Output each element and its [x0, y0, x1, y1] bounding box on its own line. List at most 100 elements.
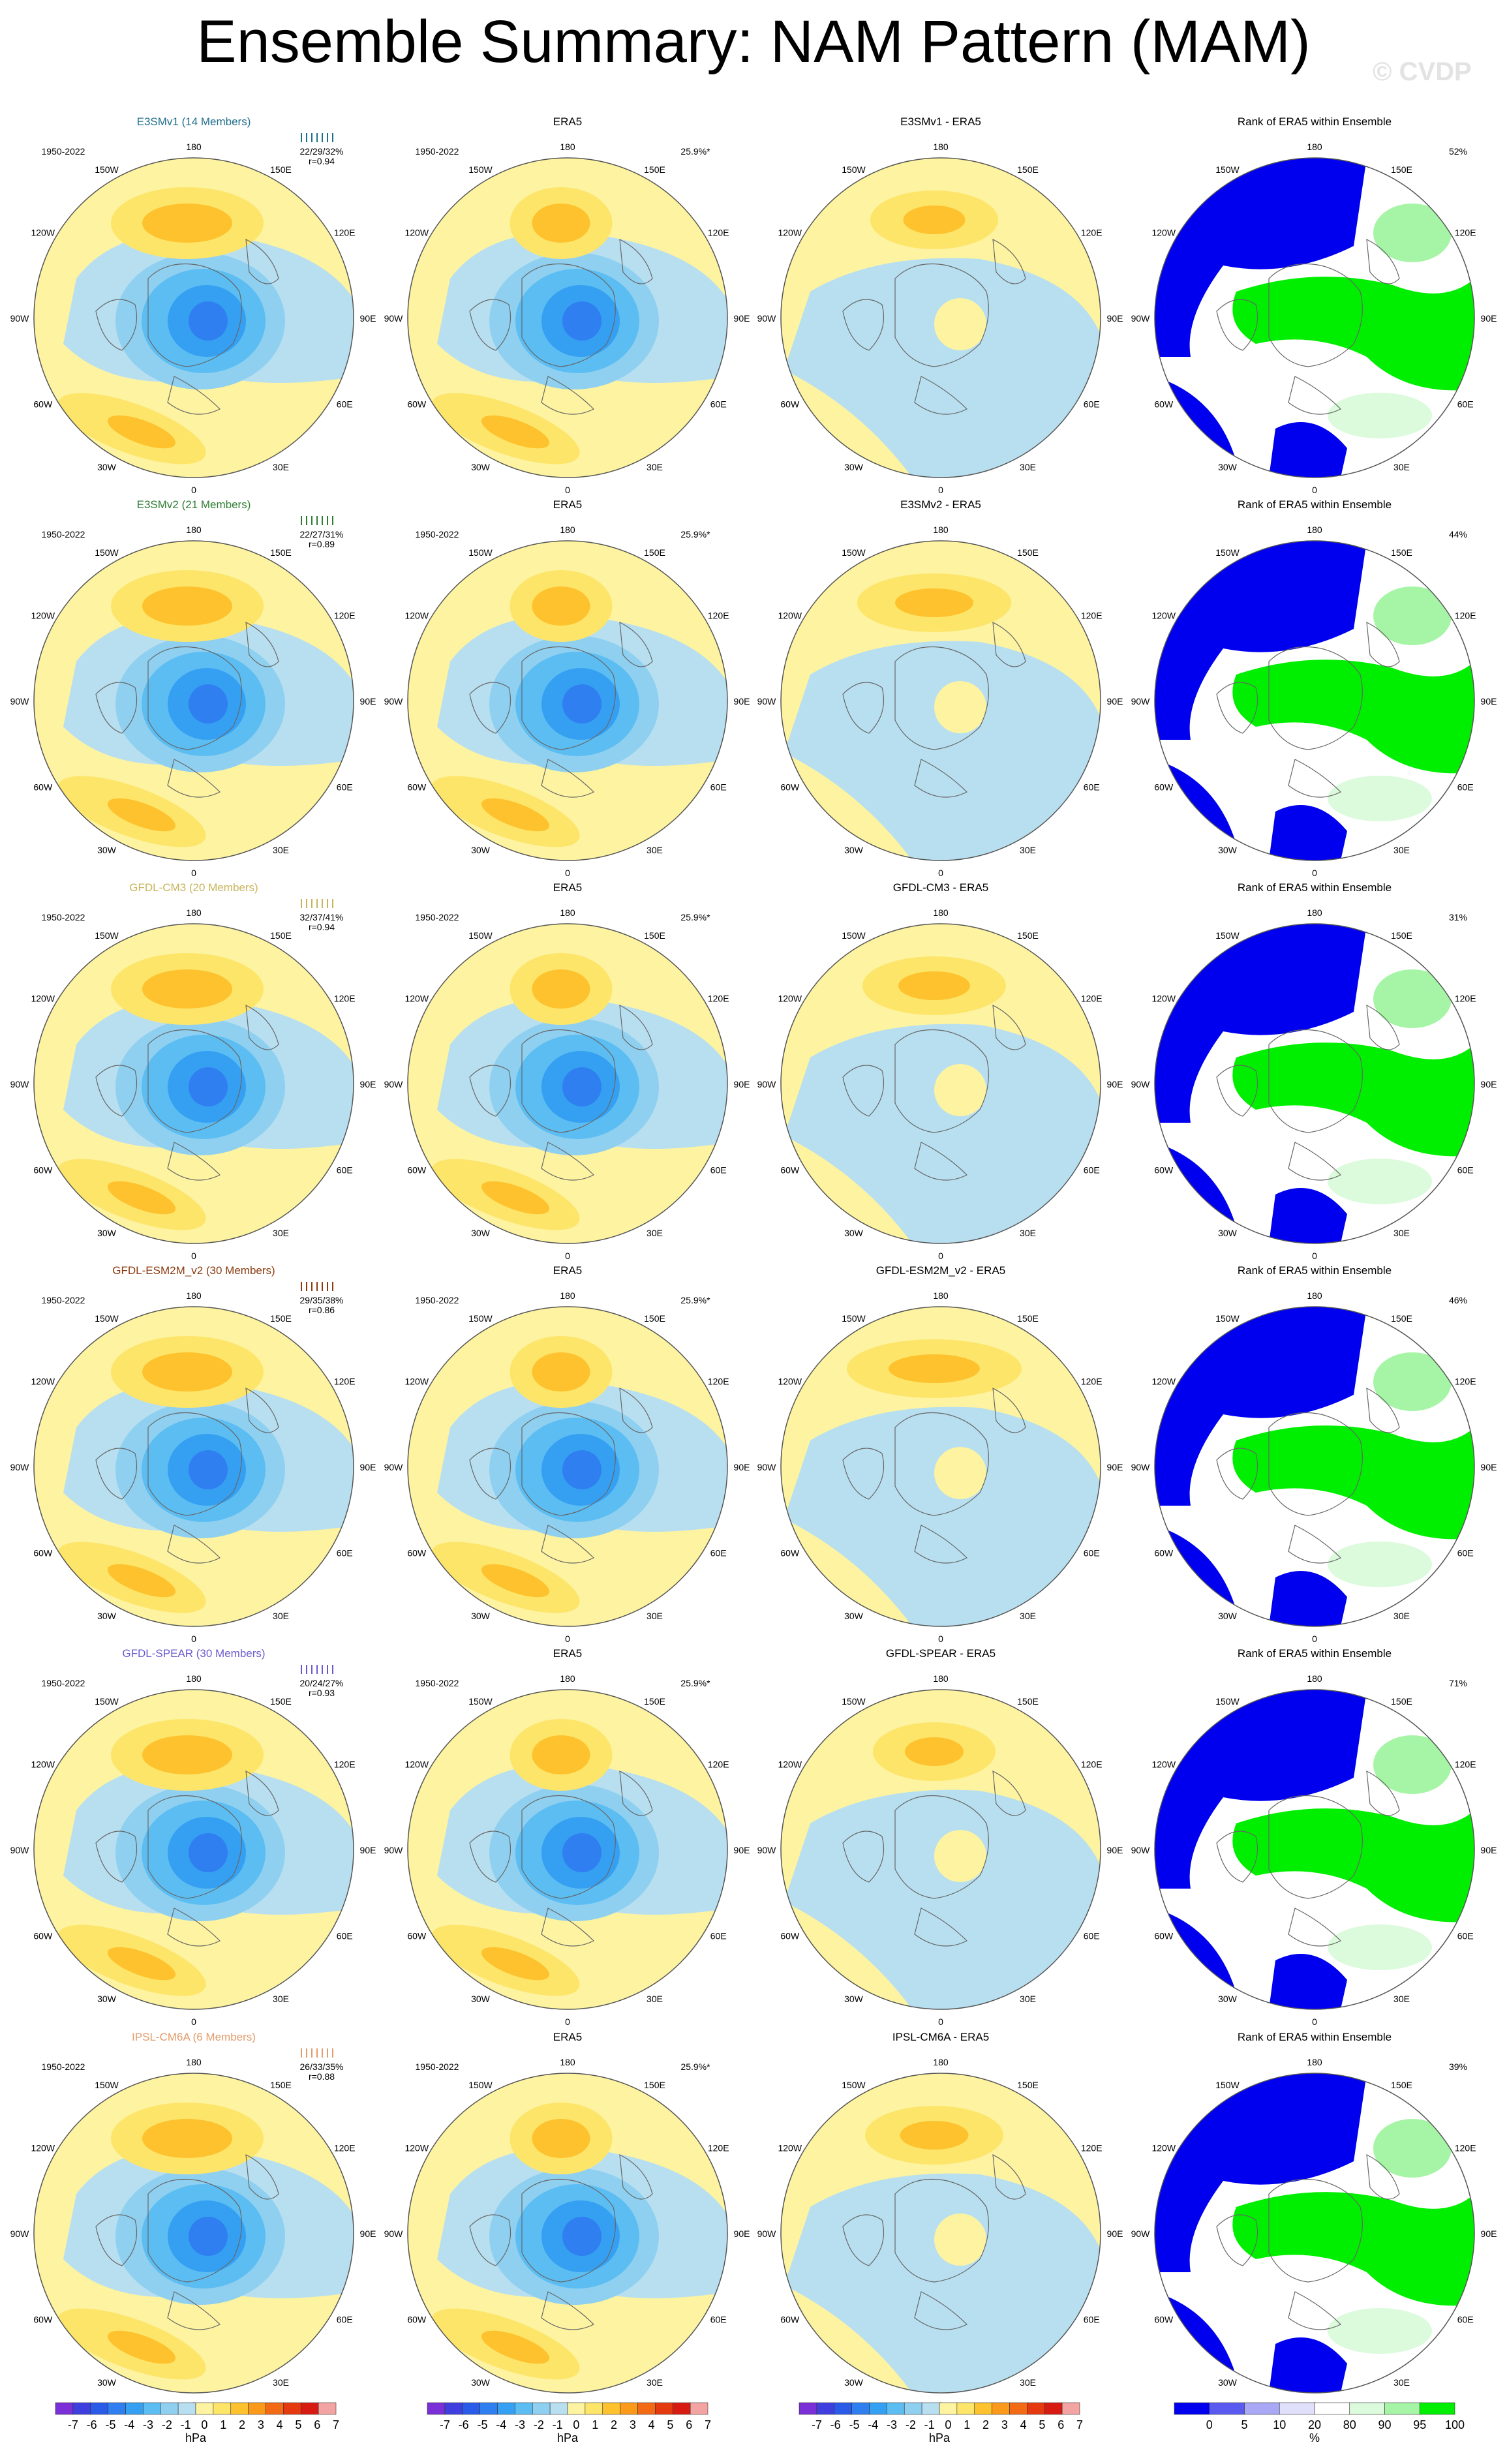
pos-region-2 — [905, 1737, 964, 1766]
lon-label: 150E — [1017, 1313, 1039, 1324]
coastline — [469, 299, 511, 351]
lon-label: 120W — [778, 994, 802, 1004]
hpa-colorbar-2-cell — [620, 2402, 638, 2415]
lon-label: 60E — [337, 2315, 353, 2325]
rank-high-1 — [1232, 1808, 1474, 1923]
lon-label: 120W — [404, 611, 429, 621]
obs-title: ERA5 — [553, 115, 582, 128]
hpa-colorbar-2-tick: 3 — [630, 2418, 636, 2431]
lon-label: 60E — [337, 1548, 353, 1559]
rank-high-3 — [1328, 1159, 1432, 1204]
lon-label: 120E — [708, 994, 729, 1004]
rank-high-3 — [1328, 393, 1432, 438]
map-fill — [34, 541, 354, 860]
coastline — [1366, 1770, 1400, 1816]
coastline — [521, 1029, 616, 1133]
rank-colorbar-cell — [1314, 2402, 1350, 2415]
coastline — [245, 621, 279, 667]
coastline — [842, 2214, 885, 2266]
lon-label: 180 — [933, 907, 949, 918]
lon-label: 150W — [842, 547, 866, 558]
lon-label: 180 — [186, 1290, 202, 1301]
model-title: E3SMv2 (21 Members) — [137, 498, 251, 511]
map-fill — [408, 158, 727, 478]
lon-label: 150W — [842, 930, 866, 941]
lon-label: 120E — [334, 994, 356, 1004]
lon-label: 150W — [468, 930, 493, 941]
coastline — [541, 1525, 595, 1564]
lon-label: 60E — [1457, 2315, 1474, 2325]
lon-label: 30E — [1020, 462, 1036, 472]
lon-label: 150W — [95, 164, 119, 175]
lon-label: 150W — [468, 1696, 493, 1707]
coastline — [1288, 1908, 1342, 1947]
lon-label: 120E — [1081, 2143, 1103, 2153]
lon-label: 60W — [1154, 1931, 1174, 1941]
hpa-colorbar-3-cell — [834, 2402, 852, 2415]
pos-contour-4 — [107, 415, 176, 449]
lon-label: 30W — [471, 2377, 491, 2388]
coastline — [521, 1795, 616, 1899]
pct-variance-stats: 20/24/27% — [300, 1678, 344, 1688]
lon-label: 60W — [33, 1165, 53, 1176]
coastline — [842, 1448, 885, 1500]
coastline — [992, 1004, 1026, 1050]
period-label: 1950-2022 — [42, 912, 85, 922]
lon-label: 90W — [10, 2228, 30, 2239]
pct-variance-stats: 26/33/35% — [300, 2061, 344, 2072]
cvdp-watermark: © CVDP — [1373, 57, 1472, 86]
rank-title: Rank of ERA5 within Ensemble — [1238, 1647, 1392, 1660]
hpa-colorbar-2-tick: -1 — [553, 2418, 563, 2431]
lon-label: 150E — [270, 1313, 292, 1324]
lon-label: 120E — [1455, 1376, 1476, 1387]
lon-label: 60E — [1084, 1165, 1100, 1176]
lon-label: 30E — [1393, 1611, 1410, 1621]
hpa-colorbar-2-cell — [427, 2402, 446, 2415]
lon-label: 60E — [1457, 782, 1474, 793]
hpa-colorbar-2-cell — [444, 2402, 463, 2415]
lon-label: 0 — [1312, 2016, 1317, 2027]
lon-label: 0 — [1312, 1634, 1317, 1644]
hpa-colorbar-3-unit: hPa — [929, 2431, 951, 2444]
hpa-colorbar-2-tick: -2 — [534, 2418, 544, 2431]
lon-label: 30W — [1218, 462, 1238, 472]
lon-label: 150W — [842, 2080, 866, 2090]
lon-label: 60E — [710, 782, 727, 793]
coastline — [469, 2214, 511, 2266]
hpa-colorbar-3-cell — [1027, 2402, 1045, 2415]
hpa-colorbar-3-tick: 2 — [982, 2418, 989, 2431]
lon-label: 90W — [1131, 1079, 1151, 1089]
neg-contour-5 — [189, 1450, 228, 1489]
pct-variance-stats: 22/29/32% — [300, 146, 344, 157]
rank-title: Rank of ERA5 within Ensemble — [1238, 1264, 1392, 1277]
lon-label: 90W — [1131, 1845, 1151, 1855]
lon-label: 90E — [360, 1845, 376, 1855]
pos-contour-4 — [481, 2330, 550, 2364]
map-border — [33, 1306, 354, 1627]
lon-label: 60W — [407, 1165, 427, 1176]
rank-low-3 — [1269, 1571, 1347, 1626]
hpa-colorbar-2-tick: 6 — [686, 2418, 692, 2431]
hpa-colorbar-1-cell — [248, 2402, 266, 2415]
pattern-correlation: r=0.86 — [309, 1305, 335, 1315]
coastline — [245, 1387, 279, 1433]
lon-label: 0 — [565, 1634, 570, 1644]
lon-label: 60E — [710, 1548, 727, 1559]
lon-label: 90E — [1481, 313, 1497, 324]
neg-region — [784, 258, 1101, 478]
map-border — [33, 157, 354, 478]
lon-label: 150E — [270, 164, 292, 175]
pos-contour-2 — [532, 586, 590, 626]
lon-label: 30W — [97, 2377, 117, 2388]
hpa-colorbar-3-tick: 1 — [964, 2418, 970, 2431]
coastline — [1216, 1831, 1258, 1883]
lon-label: 60W — [1154, 782, 1174, 793]
lon-label: 60W — [780, 399, 800, 410]
lon-label: 90E — [734, 1845, 750, 1855]
lon-label: 120W — [1151, 1376, 1176, 1387]
hpa-colorbar-2-cell — [655, 2402, 673, 2415]
period-label: 1950-2022 — [416, 2061, 459, 2072]
rank-pct: 31% — [1449, 912, 1467, 922]
hpa-colorbar-3-cell — [869, 2402, 887, 2415]
lon-label: 180 — [560, 1673, 575, 1684]
